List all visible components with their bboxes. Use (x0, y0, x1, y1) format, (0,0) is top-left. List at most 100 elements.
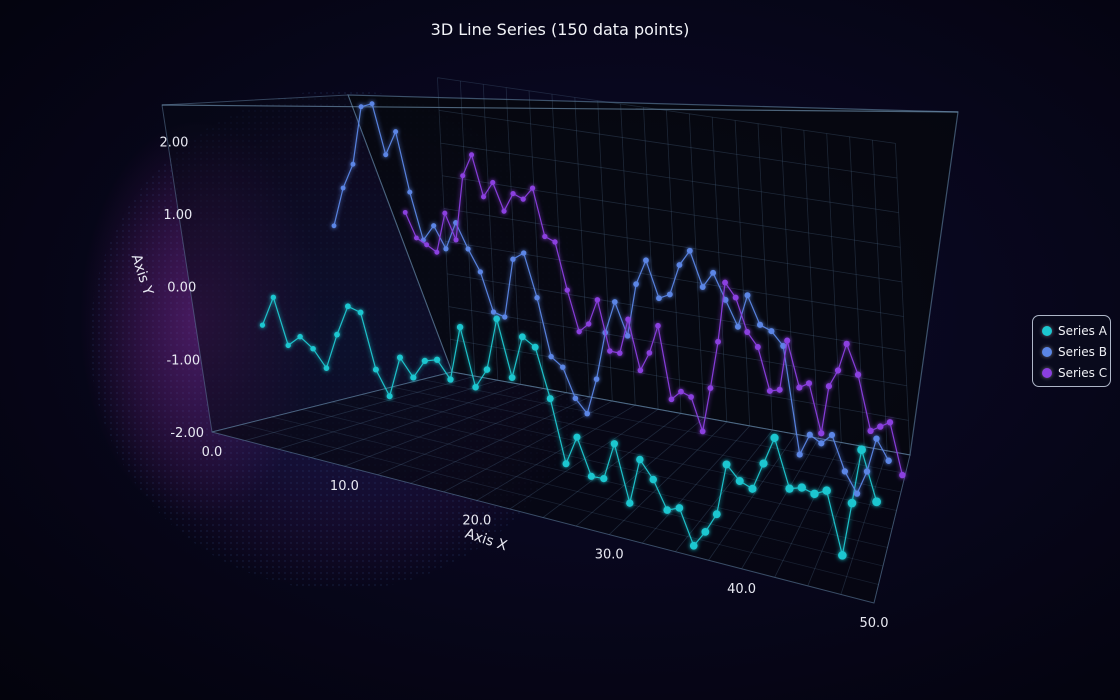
data-point[interactable] (481, 194, 487, 200)
data-point[interactable] (828, 431, 836, 439)
data-point[interactable] (625, 316, 631, 323)
data-point[interactable] (822, 486, 831, 495)
data-point[interactable] (402, 209, 408, 215)
data-point[interactable] (825, 383, 833, 390)
data-point[interactable] (744, 329, 751, 335)
data-point[interactable] (676, 262, 683, 268)
data-point[interactable] (531, 343, 539, 351)
data-point[interactable] (754, 344, 761, 350)
data-point[interactable] (552, 239, 558, 245)
data-point[interactable] (857, 445, 866, 455)
data-point[interactable] (340, 185, 346, 191)
data-point[interactable] (784, 337, 791, 344)
data-point[interactable] (843, 340, 850, 347)
data-point[interactable] (805, 380, 813, 387)
data-point[interactable] (529, 185, 536, 191)
legend-item-series-a[interactable]: Series A (1033, 320, 1110, 341)
data-point[interactable] (796, 451, 803, 458)
data-point[interactable] (344, 303, 351, 310)
data-point[interactable] (323, 365, 330, 371)
data-point[interactable] (270, 294, 277, 300)
data-point[interactable] (573, 433, 581, 441)
data-point[interactable] (710, 269, 717, 276)
data-point[interactable] (587, 472, 595, 480)
data-point[interactable] (656, 295, 662, 302)
data-point[interactable] (810, 489, 819, 499)
data-point[interactable] (607, 348, 613, 354)
data-point[interactable] (633, 281, 639, 288)
data-point[interactable] (734, 323, 741, 330)
data-point[interactable] (594, 297, 601, 303)
data-point[interactable] (818, 440, 825, 447)
data-point[interactable] (699, 428, 706, 435)
data-point[interactable] (559, 364, 566, 370)
data-point[interactable] (885, 457, 892, 464)
data-point[interactable] (732, 294, 739, 301)
data-point[interactable] (663, 506, 671, 514)
data-point[interactable] (431, 223, 437, 229)
data-point[interactable] (383, 152, 389, 158)
data-point[interactable] (678, 388, 684, 395)
data-point[interactable] (624, 333, 631, 339)
data-point[interactable] (285, 342, 291, 349)
data-point[interactable] (712, 510, 721, 519)
data-point[interactable] (796, 384, 803, 391)
data-point[interactable] (548, 353, 554, 360)
data-point[interactable] (776, 386, 783, 393)
data-point[interactable] (770, 433, 779, 442)
data-point[interactable] (636, 455, 644, 464)
data-point[interactable] (715, 338, 721, 345)
data-point[interactable] (748, 484, 757, 493)
data-point[interactable] (847, 498, 857, 508)
data-point[interactable] (442, 210, 448, 216)
data-point[interactable] (867, 427, 874, 435)
data-point[interactable] (841, 468, 848, 475)
data-point[interactable] (617, 350, 623, 356)
data-point[interactable] (722, 296, 729, 303)
data-point[interactable] (646, 350, 653, 356)
data-point[interactable] (502, 314, 508, 320)
data-point[interactable] (477, 269, 483, 275)
legend-item-series-c[interactable]: Series C (1033, 362, 1110, 383)
data-point[interactable] (456, 323, 464, 331)
data-point[interactable] (701, 527, 710, 536)
data-point[interactable] (886, 419, 894, 426)
data-point[interactable] (469, 152, 475, 158)
data-point[interactable] (407, 189, 413, 195)
data-point[interactable] (877, 423, 884, 430)
data-point[interactable] (518, 333, 526, 341)
data-point[interactable] (433, 356, 441, 363)
data-point[interactable] (350, 161, 356, 167)
data-point[interactable] (386, 393, 393, 400)
data-point[interactable] (508, 374, 516, 382)
data-point[interactable] (655, 322, 661, 329)
data-point[interactable] (610, 440, 618, 448)
data-point[interactable] (780, 342, 787, 350)
data-point[interactable] (707, 385, 714, 392)
data-point[interactable] (834, 367, 842, 374)
data-point[interactable] (434, 249, 440, 255)
data-point[interactable] (838, 551, 847, 560)
data-point[interactable] (542, 233, 548, 240)
data-point[interactable] (453, 220, 459, 226)
data-point[interactable] (600, 474, 608, 483)
data-point[interactable] (510, 190, 516, 197)
data-point[interactable] (873, 435, 880, 442)
data-point[interactable] (396, 354, 403, 361)
data-point[interactable] (576, 328, 582, 335)
data-point[interactable] (564, 287, 570, 293)
data-point[interactable] (675, 504, 684, 512)
data-point[interactable] (584, 410, 590, 417)
data-point[interactable] (585, 321, 592, 327)
data-point[interactable] (490, 309, 497, 315)
data-point[interactable] (818, 430, 825, 437)
data-point[interactable] (501, 208, 507, 214)
data-point[interactable] (735, 477, 744, 486)
data-point[interactable] (331, 223, 337, 229)
data-point[interactable] (443, 246, 449, 252)
data-point[interactable] (372, 366, 379, 373)
data-point[interactable] (490, 179, 496, 186)
data-point[interactable] (453, 237, 459, 243)
data-point[interactable] (899, 471, 906, 479)
data-point[interactable] (759, 459, 768, 468)
